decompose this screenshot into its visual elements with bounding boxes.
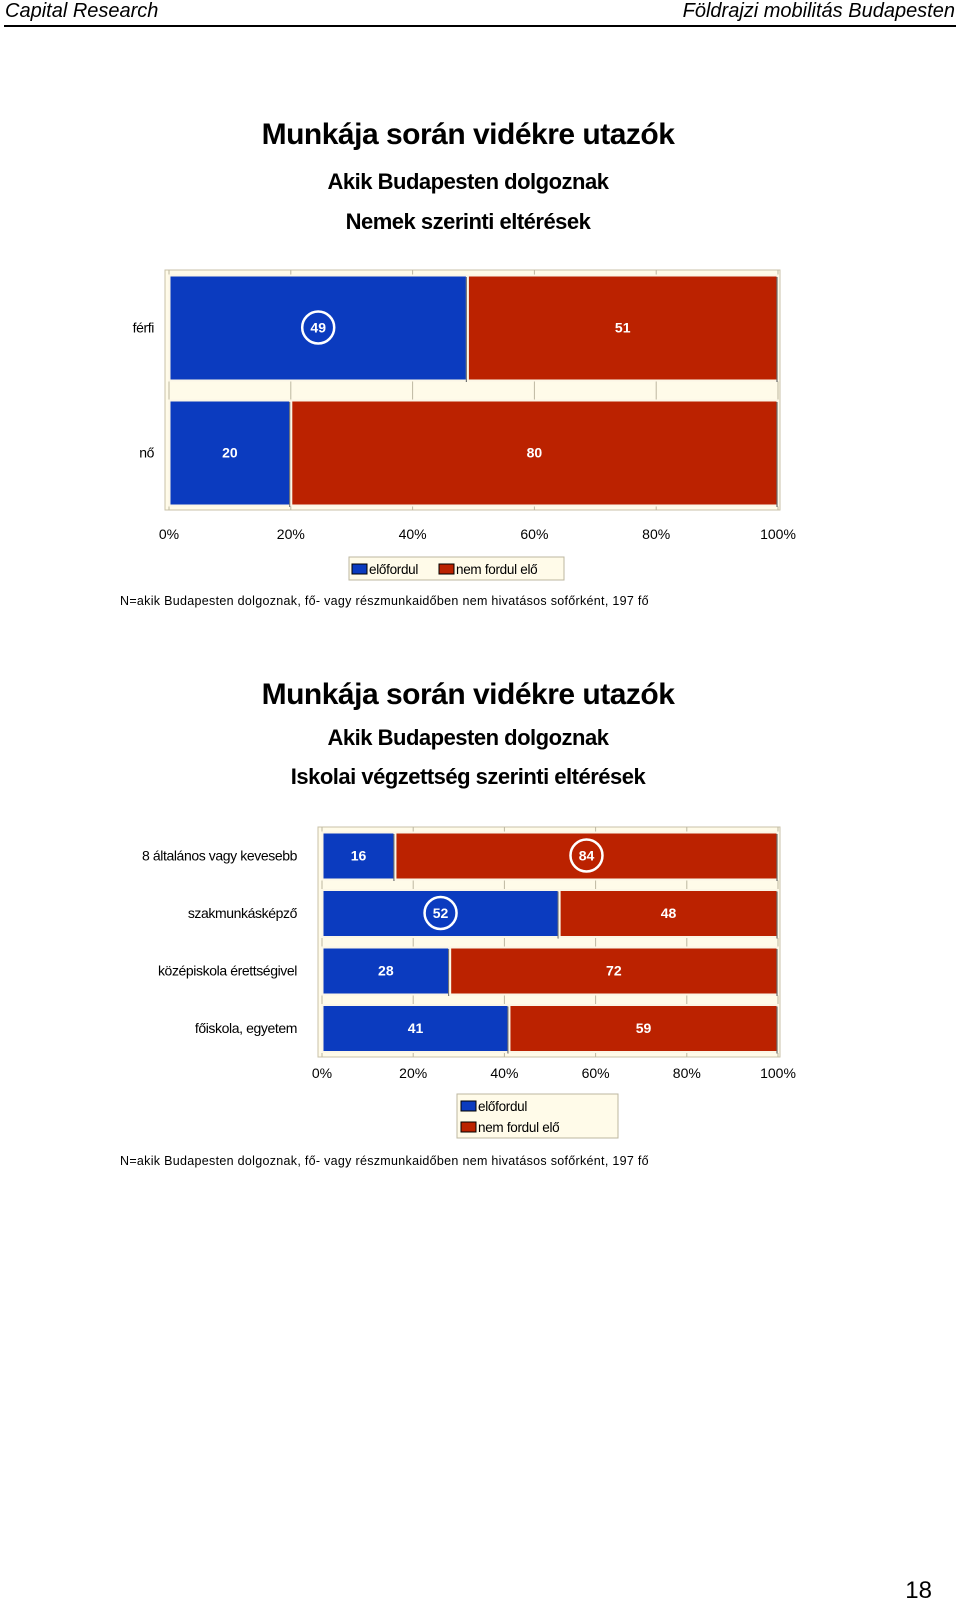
chart1-data-label: 80 — [527, 445, 543, 461]
chart2-legend-swatch — [460, 1121, 477, 1133]
chart1-data-label: 51 — [615, 320, 631, 336]
chart1-legend-swatch — [351, 563, 368, 575]
chart2-data-label: 72 — [606, 963, 622, 979]
page-header: Capital Research Földrajzi mobilitás Bud… — [0, 0, 960, 27]
chart2-tick-label: 60% — [582, 1065, 610, 1081]
chart1-label-circle — [300, 310, 336, 345]
chart1-subtitle2: Nemek szerinti eltérések — [345, 209, 591, 234]
chart2-data-label: 16 — [351, 848, 367, 864]
chart2-tick-label: 0% — [312, 1065, 332, 1081]
chart2-legend-label: előfordul — [478, 1099, 527, 1114]
chart2-legend-box — [456, 1093, 619, 1139]
chart1-plot: 49 51 férfi 20 80 nő 0% 20% 40% 60% 80% 100% előford… — [133, 269, 796, 581]
chart2-category-label: középiskola érettségivel — [158, 963, 297, 979]
header-company: Capital Research — [5, 0, 159, 22]
header-report-title: Földrajzi mobilitás Budapesten — [682, 0, 955, 22]
chart1-bar — [290, 399, 779, 507]
chart2-tick-label: 100% — [760, 1065, 796, 1081]
chart1-tick-label: 20% — [277, 526, 305, 542]
chart1-tick-label: 100% — [760, 526, 796, 542]
chart2-bar — [508, 1004, 779, 1053]
chart1-tick-label: 80% — [642, 526, 670, 542]
chart2-title: Munkája során vidékre utazók — [261, 678, 675, 711]
chart2-legend-label: nem fordul elő — [478, 1120, 559, 1135]
chart2-tick-label: 80% — [673, 1065, 701, 1081]
chart2-bar — [321, 1004, 510, 1053]
chart1-legend-box — [348, 556, 565, 581]
chart1-category-label: nő — [139, 445, 154, 461]
chart1-legend-label: előfordul — [369, 562, 418, 577]
chart2-category-label: főiskola, egyetem — [195, 1020, 297, 1036]
chart2-tick-label: 40% — [490, 1065, 518, 1081]
chart2-bar — [321, 946, 451, 996]
chart1-tick-label: 40% — [399, 526, 427, 542]
chart2-bar — [321, 831, 396, 881]
chart1-category-label: férfi — [133, 320, 155, 336]
header-rule — [4, 25, 956, 27]
chart2-legend-swatch — [460, 1100, 477, 1112]
chart2-bar — [558, 889, 779, 938]
chart1-data-label: 20 — [222, 445, 238, 461]
chart1-tick-label: 0% — [159, 526, 179, 542]
chart2-note: N=akik Budapesten dolgoznak, fő- vagy ré… — [120, 1154, 649, 1168]
chart2-subtitle2: Iskolai végzettség szerinti eltérések — [290, 764, 646, 789]
chart2-category-label: 8 általános vagy kevesebb — [142, 848, 298, 864]
chart2-category-label: szakmunkásképző — [188, 905, 298, 921]
chart1-legend-swatch — [438, 563, 455, 575]
chart2-label-circle — [569, 838, 604, 873]
chart1-data-label: 49 — [310, 320, 326, 336]
chart2-data-label: 48 — [661, 905, 677, 921]
chart1-subtitle1: Akik Budapesten dolgoznak — [327, 169, 609, 194]
chart1-note: N=akik Budapesten dolgoznak, fő- vagy ré… — [120, 594, 649, 608]
chart1-bar — [168, 399, 292, 507]
chart2-data-label: 28 — [378, 963, 394, 979]
chart2-tick-label: 20% — [399, 1065, 427, 1081]
chart2-data-label: 84 — [579, 848, 595, 864]
chart1-title: Munkája során vidékre utazók — [261, 118, 675, 151]
chart2-plot: 16 84 8 általános vagy kevesebb 52 48 szakmun… — [142, 826, 796, 1139]
chart2-subtitle1: Akik Budapesten dolgoznak — [327, 725, 609, 750]
chart2-data-label: 59 — [636, 1020, 652, 1036]
chart2-data-label: 52 — [433, 905, 449, 921]
chart2-label-circle — [423, 895, 458, 931]
page-number: 18 — [905, 1577, 932, 1604]
chart1-tick-label: 60% — [520, 526, 548, 542]
chart1-bar — [466, 274, 779, 382]
chart1-legend-label: nem fordul elő — [456, 562, 537, 577]
chart2-data-label: 41 — [408, 1020, 424, 1036]
